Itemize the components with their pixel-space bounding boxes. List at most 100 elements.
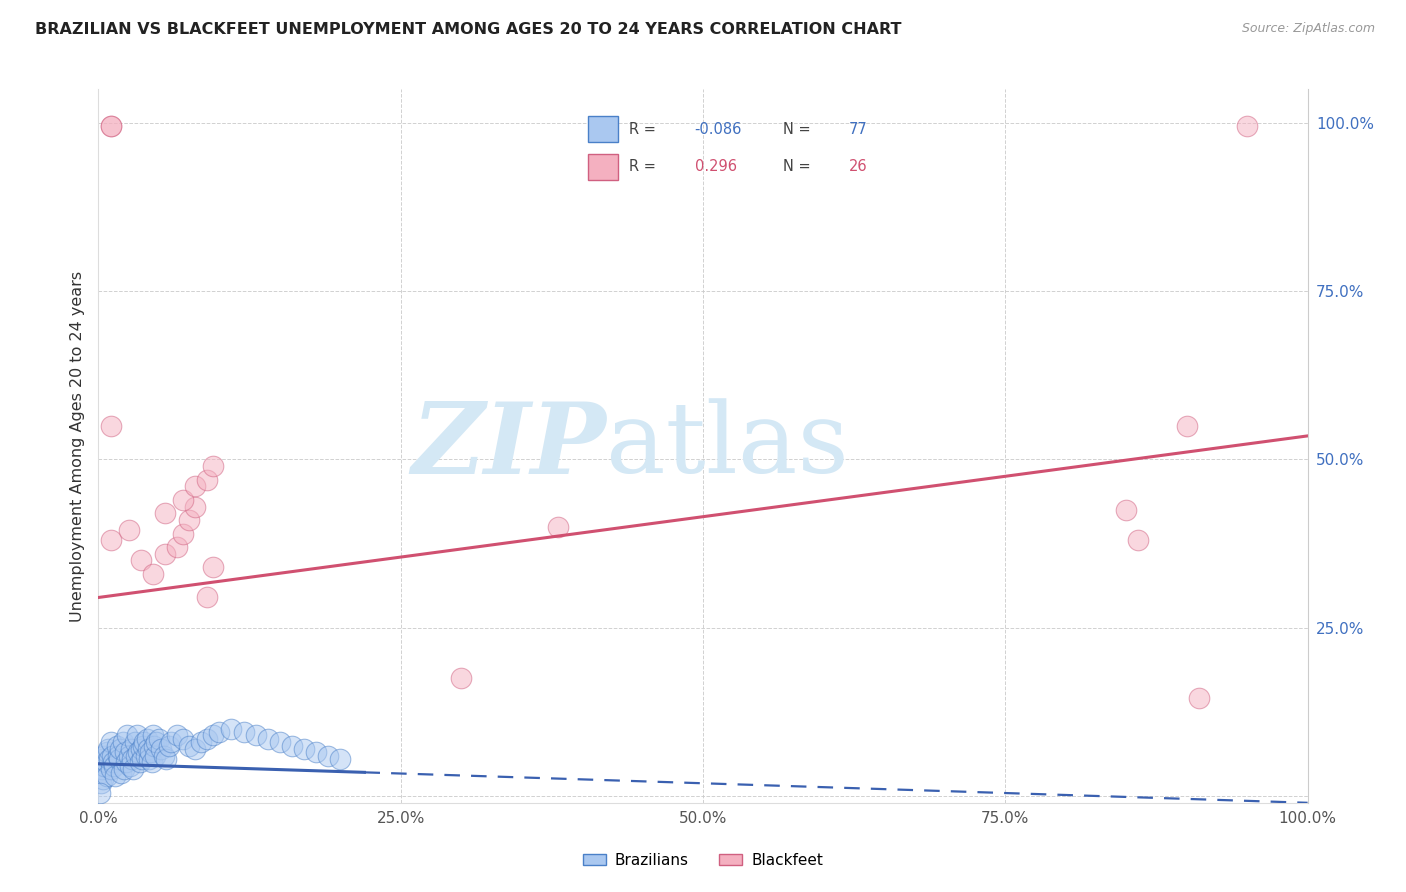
Point bbox=[195, 473, 218, 487]
Point bbox=[94, 756, 117, 770]
Point bbox=[221, 722, 243, 736]
Point bbox=[117, 729, 139, 743]
Point bbox=[115, 756, 138, 770]
Point bbox=[1128, 533, 1150, 548]
Point bbox=[305, 745, 328, 759]
Point bbox=[142, 566, 165, 581]
Point bbox=[122, 762, 145, 776]
Legend: Brazilians, Blackfeet: Brazilians, Blackfeet bbox=[576, 847, 830, 873]
Point bbox=[184, 479, 207, 493]
Point bbox=[100, 748, 122, 763]
Point bbox=[127, 745, 149, 759]
Point bbox=[152, 748, 174, 763]
Point bbox=[118, 758, 141, 772]
Point bbox=[172, 526, 194, 541]
Point bbox=[179, 513, 201, 527]
Point bbox=[329, 752, 352, 766]
Point bbox=[120, 742, 142, 756]
Point bbox=[107, 748, 129, 763]
Point bbox=[141, 756, 163, 770]
Point bbox=[148, 731, 170, 746]
Point bbox=[142, 729, 165, 743]
Point bbox=[114, 745, 136, 759]
Point bbox=[160, 735, 183, 749]
Text: Source: ZipAtlas.com: Source: ZipAtlas.com bbox=[1241, 22, 1375, 36]
Point bbox=[153, 547, 176, 561]
Point bbox=[202, 729, 225, 743]
Y-axis label: Unemployment Among Ages 20 to 24 years: Unemployment Among Ages 20 to 24 years bbox=[69, 270, 84, 622]
Point bbox=[131, 752, 153, 766]
Point bbox=[1175, 418, 1198, 433]
Point bbox=[134, 735, 156, 749]
Point bbox=[96, 745, 118, 759]
Point bbox=[91, 752, 114, 766]
Point bbox=[118, 748, 141, 763]
Point bbox=[195, 731, 218, 746]
Point bbox=[91, 772, 114, 787]
Point bbox=[93, 748, 115, 763]
Point bbox=[100, 418, 122, 433]
Point bbox=[256, 731, 278, 746]
Point bbox=[100, 120, 122, 134]
Point bbox=[100, 533, 122, 548]
Point bbox=[101, 756, 124, 770]
Point bbox=[143, 739, 166, 753]
Point bbox=[111, 735, 134, 749]
Point bbox=[1188, 691, 1211, 706]
Point bbox=[135, 748, 157, 763]
Point bbox=[316, 748, 339, 763]
Point bbox=[281, 739, 304, 753]
Point bbox=[118, 523, 141, 537]
Text: ZIP: ZIP bbox=[412, 398, 606, 494]
Point bbox=[292, 742, 315, 756]
Point bbox=[145, 735, 167, 749]
Point bbox=[450, 671, 472, 685]
Point bbox=[208, 725, 231, 739]
Point bbox=[100, 120, 122, 134]
Point bbox=[202, 459, 225, 474]
Point bbox=[269, 735, 291, 749]
Point bbox=[245, 729, 267, 743]
Point bbox=[547, 520, 569, 534]
Point bbox=[129, 553, 152, 567]
Point bbox=[128, 756, 150, 770]
Point bbox=[100, 735, 122, 749]
Point bbox=[91, 762, 114, 776]
Point bbox=[121, 752, 143, 766]
Point bbox=[103, 758, 125, 772]
Point bbox=[190, 735, 212, 749]
Point bbox=[97, 742, 120, 756]
Point bbox=[104, 769, 127, 783]
Point bbox=[195, 591, 218, 605]
Point bbox=[132, 739, 155, 753]
Point bbox=[89, 786, 111, 800]
Point bbox=[136, 742, 159, 756]
Point bbox=[155, 752, 177, 766]
Point bbox=[179, 739, 201, 753]
Point bbox=[108, 752, 131, 766]
Point bbox=[98, 752, 121, 766]
Point bbox=[110, 765, 132, 780]
Point bbox=[124, 735, 146, 749]
Point bbox=[232, 725, 254, 739]
Point bbox=[172, 492, 194, 507]
Point bbox=[202, 560, 225, 574]
Point bbox=[172, 731, 194, 746]
Point bbox=[100, 762, 122, 776]
Point bbox=[139, 745, 162, 759]
Point bbox=[153, 506, 176, 520]
Point bbox=[112, 762, 135, 776]
Point bbox=[184, 742, 207, 756]
Point bbox=[90, 775, 112, 789]
Point bbox=[135, 731, 157, 746]
Point bbox=[105, 739, 128, 753]
Point bbox=[125, 748, 148, 763]
Point bbox=[166, 729, 188, 743]
Point bbox=[143, 748, 166, 763]
Text: BRAZILIAN VS BLACKFEET UNEMPLOYMENT AMONG AGES 20 TO 24 YEARS CORRELATION CHART: BRAZILIAN VS BLACKFEET UNEMPLOYMENT AMON… bbox=[35, 22, 901, 37]
Point bbox=[138, 752, 160, 766]
Text: atlas: atlas bbox=[606, 398, 849, 494]
Point bbox=[1115, 503, 1137, 517]
Point bbox=[184, 500, 207, 514]
Point bbox=[157, 739, 180, 753]
